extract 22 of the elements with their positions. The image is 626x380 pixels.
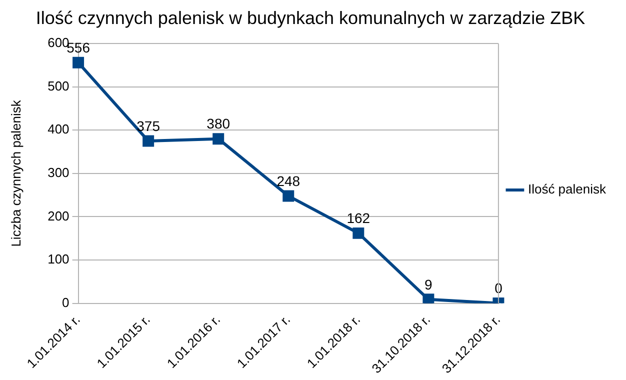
data-label: 9: [424, 276, 433, 292]
y-tick-label: 100: [48, 252, 70, 267]
y-tick-label: 400: [48, 122, 70, 137]
y-axis-title: Liczba czynnych palenisk: [8, 100, 24, 247]
point: [142, 135, 154, 147]
point: [72, 56, 84, 68]
data-label: 0: [494, 280, 503, 296]
y-tick-label: 300: [48, 165, 70, 180]
point: [212, 133, 224, 145]
data-label: 380: [206, 116, 230, 132]
y-tick-label: 500: [48, 78, 70, 94]
legend-label: Ilość palenisk: [528, 182, 606, 197]
point: [422, 294, 434, 304]
y-tick-label: 0: [62, 294, 70, 310]
point: [352, 227, 364, 239]
chart-title: Ilość czynnych palenisk w budynkach komunalnych w zarządzie ZBK: [36, 8, 586, 28]
data-label: 162: [346, 210, 370, 226]
data-label: 248: [276, 172, 300, 189]
data-label: 375: [136, 118, 160, 134]
point: [282, 190, 294, 202]
y-tick-label: 600: [48, 35, 70, 50]
y-tick-label: 200: [48, 208, 70, 224]
